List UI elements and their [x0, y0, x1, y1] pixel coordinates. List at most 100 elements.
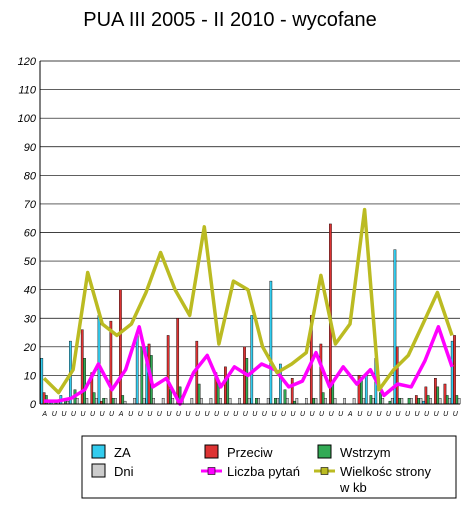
legend-label: ZA — [114, 445, 131, 460]
bar-dni — [324, 398, 327, 405]
bar-przeciw — [195, 340, 199, 405]
bar-wstrzym — [254, 398, 258, 405]
lines — [42, 207, 454, 406]
bar-dni — [200, 398, 203, 405]
legend-swatch — [91, 444, 106, 459]
bar-dni — [219, 398, 222, 405]
bar-dni — [419, 398, 423, 405]
bar-przeciw — [176, 318, 180, 405]
bar-dni — [95, 398, 98, 405]
x-tick-label: U — [338, 411, 344, 418]
legend-marker — [207, 467, 216, 475]
y-tick-label: 10 — [24, 370, 37, 382]
x-tick-label: U — [224, 411, 230, 418]
y-tick-label: 40 — [24, 285, 37, 297]
bar-przeciw — [166, 335, 170, 405]
bar-wstrzym — [398, 398, 401, 405]
bar-przeciw — [290, 378, 294, 405]
x-tick-label: U — [424, 411, 430, 418]
bar-wstrzym — [369, 395, 373, 405]
x-tick-label: U — [443, 411, 449, 418]
bar-dni — [305, 398, 308, 405]
x-tick-label: U — [367, 411, 373, 418]
bar-dni — [228, 398, 232, 405]
x-tick-label: U — [434, 411, 440, 418]
bar-wstrzym — [140, 346, 144, 405]
bar-wstrzym — [83, 358, 86, 405]
bar-przeciw — [434, 378, 437, 405]
bar-wstrzym — [197, 383, 201, 405]
legend-label: Wielkośc strony — [340, 464, 432, 479]
x-tick-label: U — [128, 411, 134, 418]
y-tick-label: 30 — [24, 313, 37, 325]
bar-za — [135, 332, 139, 405]
y-tick-label: 100 — [18, 113, 37, 125]
x-tick-label: U — [395, 411, 401, 418]
axes — [39, 61, 460, 405]
bar-przeciw — [395, 346, 399, 405]
bar-dni — [238, 398, 241, 405]
bar-dni — [190, 398, 194, 405]
x-tick-label: U — [147, 411, 153, 418]
x-tick-label: U — [214, 411, 220, 418]
x-tick-label: A — [347, 411, 353, 418]
bar-przeciw — [443, 383, 447, 405]
bar-wstrzym — [407, 398, 411, 405]
x-tick-label: U — [205, 411, 211, 418]
x-tick-label: U — [61, 411, 67, 418]
bar-przeciw — [224, 366, 227, 405]
x-tick-label: U — [195, 411, 201, 418]
y-tick-label: 70 — [24, 199, 37, 211]
bar-przeciw — [109, 320, 113, 405]
legend-swatch — [317, 444, 332, 459]
bar-za — [393, 249, 397, 405]
bar-wstrzym — [283, 389, 287, 405]
bar-wstrzym — [455, 395, 459, 405]
x-tick-label: U — [185, 411, 191, 418]
bar-wstrzym — [102, 398, 105, 405]
x-tick-label: U — [415, 411, 421, 418]
bar-wstrzym — [321, 392, 325, 405]
y-axis-ticks: 0 10 20 30 40 50 60 70 80 90 100 110 120 — [18, 56, 37, 411]
x-tick-label: U — [329, 411, 335, 418]
bar-dni — [114, 398, 117, 405]
legend-marker — [320, 467, 329, 475]
legend-label-line2: w kb — [339, 480, 367, 495]
legend-label: Liczba pytań — [227, 464, 300, 479]
bar-za — [450, 340, 454, 405]
x-tick-label: A — [118, 411, 124, 418]
chart-title: PUA III 2005 - II 2010 - wycofane — [83, 9, 377, 31]
bar-dni — [352, 398, 356, 405]
bar-dni — [457, 398, 461, 405]
bar-dni — [133, 398, 136, 405]
bar-wstrzym — [274, 398, 277, 405]
bar-dni — [75, 398, 79, 405]
bar-za — [97, 315, 101, 405]
bar-wstrzym — [436, 386, 440, 405]
bar-dni — [209, 398, 213, 405]
bar-dni — [257, 398, 260, 405]
legend-swatch — [91, 463, 106, 478]
x-tick-label: U — [300, 411, 306, 418]
y-tick-label: 60 — [24, 228, 37, 240]
x-tick-label: U — [100, 411, 106, 418]
bar-dni — [371, 398, 375, 405]
bar-dni — [448, 398, 451, 405]
x-tick-label: U — [376, 411, 382, 418]
x-tick-label: A — [41, 411, 47, 418]
bar-wstrzym — [312, 398, 315, 405]
legend-label: Wstrzym — [340, 445, 391, 460]
x-tick-label: U — [281, 411, 287, 418]
bar-dni — [266, 398, 270, 405]
y-tick-label: 20 — [23, 342, 37, 354]
x-tick-label: U — [157, 411, 163, 418]
bar-przeciw — [424, 386, 428, 405]
bar-wstrzym — [92, 392, 96, 405]
y-tick-label: 50 — [24, 256, 37, 268]
bar-dni — [343, 398, 346, 405]
x-tick-label: U — [176, 411, 182, 418]
bar-wstrzym — [169, 389, 172, 405]
bar-dni — [171, 398, 175, 405]
x-tick-label: U — [386, 411, 392, 418]
